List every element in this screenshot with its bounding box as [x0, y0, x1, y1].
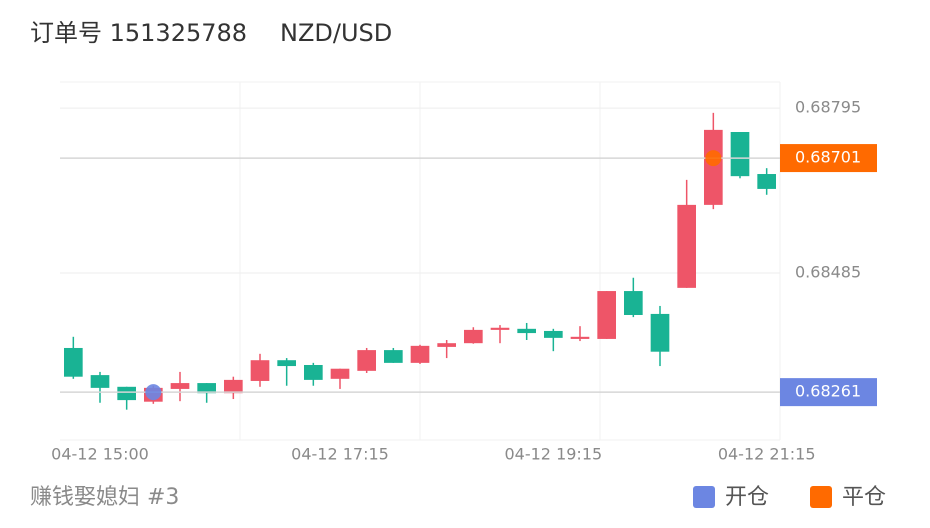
candle-body [224, 379, 243, 394]
x-tick-label: 04-12 19:15 [504, 445, 602, 464]
price-badge-label: 0.68261 [795, 382, 861, 401]
y-tick-label: 0.68485 [795, 262, 861, 281]
x-tick-label: 04-12 21:15 [718, 445, 816, 464]
candle-body [437, 343, 456, 347]
candle-body [464, 329, 483, 344]
candle-body [757, 174, 776, 189]
candle-body [64, 347, 83, 377]
candle-body [304, 364, 323, 380]
candle-body [704, 129, 723, 205]
candle-body [197, 383, 216, 394]
x-tick-label: 04-12 17:15 [291, 445, 389, 464]
candle-body [597, 291, 616, 339]
trade-marker [705, 150, 722, 167]
candle-body [544, 330, 563, 338]
candle-body [117, 386, 136, 401]
symbol: NZD/USD [280, 19, 392, 47]
candle-body [384, 350, 403, 363]
price-badge [780, 144, 877, 173]
candle-body [90, 375, 110, 388]
candle-body [730, 132, 750, 177]
candle-body [650, 313, 670, 352]
candle-body [517, 328, 536, 334]
trade-marker [145, 384, 162, 401]
candle-body [250, 360, 270, 381]
legend-label: 开仓 [725, 485, 769, 510]
candle-body [624, 291, 643, 315]
candle-body [170, 383, 190, 389]
candle-body [410, 345, 430, 363]
legend-label: 平仓 [842, 485, 886, 510]
candle-body [570, 336, 590, 339]
y-tick-label: 0.68795 [795, 98, 861, 117]
candle-body [677, 204, 696, 288]
candle-body [357, 350, 376, 371]
candle-body [490, 327, 510, 330]
candle-body [330, 368, 350, 379]
candle-body [277, 360, 296, 367]
legend-swatch [810, 486, 832, 508]
price-badge [780, 378, 877, 407]
legend-swatch [693, 486, 715, 508]
chart-title: 订单号 151325788 [30, 19, 247, 47]
price-badge-label: 0.68701 [795, 148, 861, 167]
footer: 赚钱娶媳妇 #3 [30, 485, 179, 510]
x-tick-label: 04-12 15:00 [51, 445, 149, 464]
